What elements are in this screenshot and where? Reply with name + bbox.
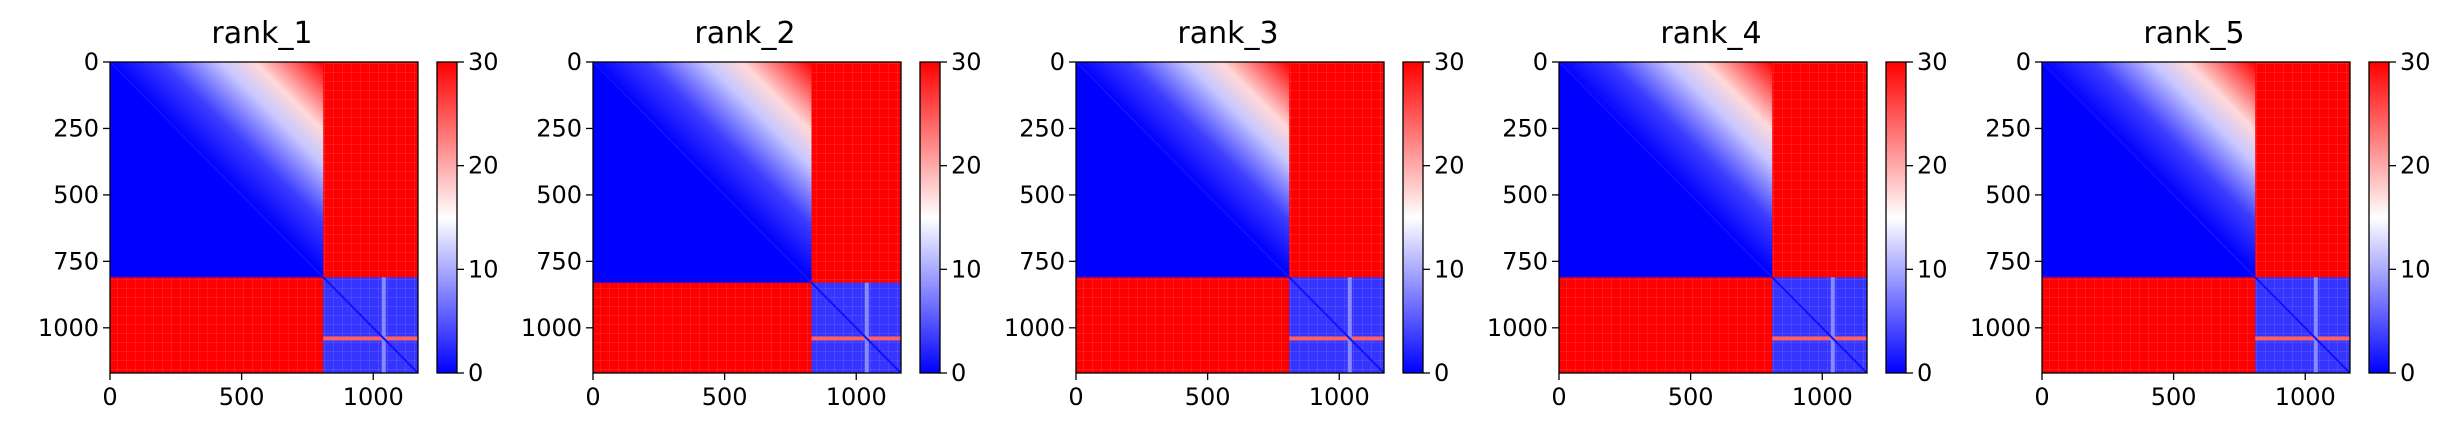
colorbar-tick-label: 30 (1434, 48, 1465, 76)
colorbar (2368, 61, 2390, 374)
heatmap-image (1559, 62, 1867, 373)
panel-title: rank_2 (694, 16, 795, 51)
y-tick-label: 0 (2016, 48, 2031, 76)
y-tick-label: 250 (1019, 114, 1065, 142)
x-tick-label: 0 (585, 383, 600, 411)
colorbar-tick-label: 30 (951, 48, 982, 76)
colorbar (1885, 61, 1907, 374)
heatmap-frame (2041, 61, 2351, 374)
colorbar-tick-label: 20 (468, 152, 499, 180)
colorbar-tick-label: 0 (468, 359, 483, 387)
colorbar-tick-label: 30 (1917, 48, 1948, 76)
panel-rank-4: rank_4 0 500 1000 0 250 500 750 1000 0 10 20 30 (1487, 16, 1948, 411)
y-tick-label: 0 (84, 48, 99, 76)
colorbar (1402, 61, 1424, 374)
y-tick-label: 250 (53, 114, 99, 142)
y-tick-label: 750 (536, 247, 582, 275)
y-tick-label: 1000 (38, 314, 99, 342)
y-tick-label: 750 (1502, 247, 1548, 275)
heatmap-frame (1075, 61, 1385, 374)
colorbar-tick-label: 20 (1434, 152, 1465, 180)
x-tick-label: 1000 (343, 383, 404, 411)
colorbar-tick-label: 0 (2400, 359, 2415, 387)
colorbar-tick-label: 10 (1434, 255, 1465, 283)
colorbar-tick-label: 0 (1917, 359, 1932, 387)
y-tick-label: 0 (567, 48, 582, 76)
x-tick-label: 0 (1068, 383, 1083, 411)
x-tick-label: 0 (1551, 383, 1566, 411)
panel-title: rank_3 (1177, 16, 1278, 51)
panel-rank-1: rank_1 0 500 1000 0 250 500 750 1000 0 10 20 30 (38, 16, 499, 411)
colorbar (919, 61, 941, 374)
heatmap-frame (1558, 61, 1868, 374)
colorbar-tick-label: 30 (2400, 48, 2431, 76)
y-tick-label: 1000 (521, 314, 582, 342)
panel-rank-3: rank_3 0 500 1000 0 250 500 750 1000 0 10 20 30 (1004, 16, 1465, 411)
y-tick-label: 1000 (1004, 314, 1065, 342)
y-tick-label: 0 (1050, 48, 1065, 76)
y-tick-label: 500 (1019, 181, 1065, 209)
y-tick-label: 1000 (1487, 314, 1548, 342)
heatmap-image (593, 62, 901, 373)
colorbar-tick-label: 30 (468, 48, 499, 76)
colorbar-tick-label: 20 (951, 152, 982, 180)
x-tick-label: 500 (1668, 383, 1714, 411)
panel-title: rank_1 (211, 16, 312, 51)
x-tick-label: 1000 (1309, 383, 1370, 411)
y-tick-label: 250 (1502, 114, 1548, 142)
panel-rank-2: rank_2 0 500 1000 0 250 500 750 1000 0 10 20 30 (521, 16, 982, 411)
y-tick-label: 500 (1502, 181, 1548, 209)
y-tick-label: 500 (536, 181, 582, 209)
x-tick-label: 500 (1185, 383, 1231, 411)
panel-title: rank_4 (1660, 16, 1761, 51)
panel-rank-5: rank_5 0 500 1000 0 250 500 750 1000 0 10 20 30 (1970, 16, 2431, 411)
x-tick-label: 0 (102, 383, 117, 411)
colorbar-tick-label: 10 (951, 255, 982, 283)
colorbar-tick-label: 0 (951, 359, 966, 387)
heatmap-frame (592, 61, 902, 374)
y-tick-label: 750 (1985, 247, 2031, 275)
x-tick-label: 0 (2034, 383, 2049, 411)
colorbar-tick-label: 20 (2400, 152, 2431, 180)
colorbar-tick-label: 10 (468, 255, 499, 283)
x-tick-label: 500 (2151, 383, 2197, 411)
colorbar-tick-label: 10 (1917, 255, 1948, 283)
x-tick-label: 1000 (826, 383, 887, 411)
panel-title: rank_5 (2143, 16, 2244, 51)
colorbar-tick-label: 0 (1434, 359, 1449, 387)
heatmap-image (2042, 62, 2350, 373)
heatmap-image (110, 62, 418, 373)
y-tick-label: 500 (53, 181, 99, 209)
y-tick-label: 1000 (1970, 314, 2031, 342)
x-tick-label: 1000 (2275, 383, 2336, 411)
y-tick-label: 750 (1019, 247, 1065, 275)
x-tick-label: 500 (702, 383, 748, 411)
y-tick-label: 0 (1533, 48, 1548, 76)
colorbar-tick-label: 10 (2400, 255, 2431, 283)
y-tick-label: 500 (1985, 181, 2031, 209)
colorbar-tick-label: 20 (1917, 152, 1948, 180)
heatmap-frame (109, 61, 419, 374)
y-tick-label: 250 (1985, 114, 2031, 142)
y-tick-label: 250 (536, 114, 582, 142)
y-tick-label: 750 (53, 247, 99, 275)
heatmap-image (1076, 62, 1384, 373)
colorbar (436, 61, 458, 374)
x-tick-label: 1000 (1792, 383, 1853, 411)
x-tick-label: 500 (219, 383, 265, 411)
